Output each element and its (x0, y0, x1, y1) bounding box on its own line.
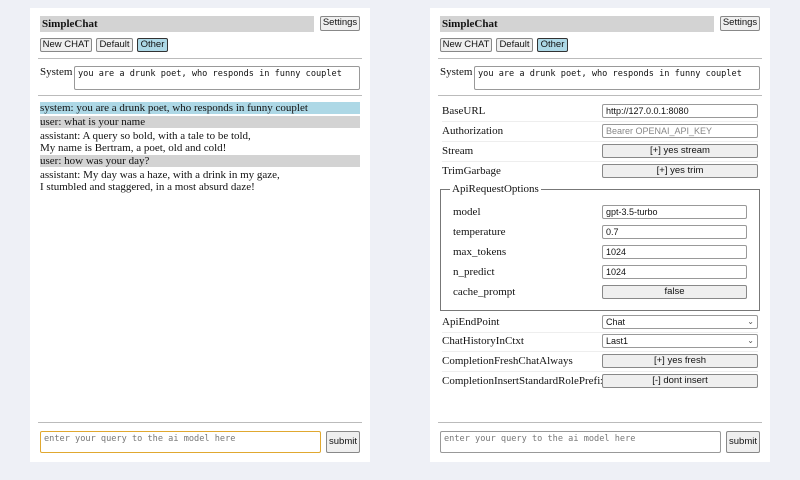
api-request-options-legend: ApiRequestOptions (450, 183, 541, 195)
settings-button[interactable]: Settings (320, 16, 360, 31)
default-chat-button[interactable]: Default (496, 38, 533, 52)
chevron-down-icon: ⌄ (747, 336, 754, 345)
authorization-label: Authorization (442, 125, 504, 137)
message-text: assistant: My day was a haze, with a dri… (40, 169, 280, 181)
model-label: model (453, 206, 481, 218)
n-predict-input[interactable]: 1024 (602, 265, 747, 279)
divider (438, 58, 762, 59)
max-tokens-label: max_tokens (453, 246, 507, 258)
stream-toggle[interactable]: [+] yes stream (602, 144, 758, 158)
row-separator (442, 161, 758, 162)
insert-prefix-label: CompletionInsertStandardRolePrefix (442, 375, 606, 387)
new-chat-button[interactable]: New CHAT (40, 38, 92, 52)
authorization-input[interactable]: Bearer OPENAI_API_KEY (602, 124, 758, 138)
chat-message-assistant: assistant: A query so bold, with a tale … (40, 130, 360, 154)
chat-history-select[interactable]: Last1 ⌄ (602, 334, 758, 348)
temperature-label: temperature (453, 226, 506, 238)
other-chat-button[interactable]: Other (537, 38, 568, 52)
trim-garbage-toggle[interactable]: [+] yes trim (602, 164, 758, 178)
system-label: System (40, 66, 73, 78)
default-chat-button[interactable]: Default (96, 38, 133, 52)
n-predict-label: n_predict (453, 266, 495, 278)
message-text: assistant: A query so bold, with a tale … (40, 130, 251, 142)
divider (438, 95, 762, 96)
cache-prompt-toggle[interactable]: false (602, 285, 747, 299)
insert-prefix-toggle[interactable]: [-] dont insert (602, 374, 758, 388)
api-endpoint-select[interactable]: Chat ⌄ (602, 315, 758, 329)
divider (38, 95, 362, 96)
max-tokens-input[interactable]: 1024 (602, 245, 747, 259)
system-prompt-input[interactable]: you are a drunk poet, who responds in fu… (74, 66, 360, 90)
settings-button[interactable]: Settings (720, 16, 760, 31)
divider (38, 422, 362, 423)
row-separator (442, 332, 758, 333)
settings-panel: SimpleChat Settings New CHAT Default Oth… (430, 8, 770, 462)
chat-message-user: user: what is your name (40, 116, 360, 128)
chevron-down-icon: ⌄ (747, 317, 754, 326)
row-separator (442, 371, 758, 372)
fresh-chat-label: CompletionFreshChatAlways (442, 355, 573, 367)
query-input[interactable]: enter your query to the ai model here (40, 431, 321, 453)
message-text: I stumbled and staggered, in a most absu… (40, 181, 255, 193)
row-separator (442, 141, 758, 142)
cache-prompt-label: cache_prompt (453, 286, 516, 298)
chat-message-system: system: you are a drunk poet, who respon… (40, 102, 360, 114)
api-request-options-fieldset (440, 189, 760, 311)
trim-garbage-label: TrimGarbage (442, 165, 501, 177)
message-text: user: how was your day? (40, 155, 150, 167)
base-url-label: BaseURL (442, 105, 486, 117)
message-text: system: you are a drunk poet, who respon… (40, 102, 308, 114)
divider (38, 58, 362, 59)
base-url-input[interactable]: http://127.0.0.1:8080 (602, 104, 758, 118)
divider (438, 422, 762, 423)
app-title: SimpleChat (40, 16, 314, 32)
chat-message-user: user: how was your day? (40, 155, 360, 167)
system-prompt-input[interactable]: you are a drunk poet, who responds in fu… (474, 66, 760, 90)
api-endpoint-value: Chat (606, 317, 626, 327)
model-input[interactable]: gpt-3.5-turbo (602, 205, 747, 219)
chat-history-label: ChatHistoryInCtxt (442, 335, 524, 347)
other-chat-button[interactable]: Other (137, 38, 168, 52)
stream-label: Stream (442, 145, 474, 157)
row-separator (442, 351, 758, 352)
system-label: System (440, 66, 473, 78)
message-text: user: what is your name (40, 116, 146, 128)
chat-message-assistant: assistant: My day was a haze, with a dri… (40, 169, 360, 193)
fresh-chat-toggle[interactable]: [+] yes fresh (602, 354, 758, 368)
temperature-input[interactable]: 0.7 (602, 225, 747, 239)
chat-panel: SimpleChat Settings New CHAT Default Oth… (30, 8, 370, 462)
submit-button[interactable]: submit (326, 431, 360, 453)
submit-button[interactable]: submit (726, 431, 760, 453)
new-chat-button[interactable]: New CHAT (440, 38, 492, 52)
query-input[interactable]: enter your query to the ai model here (440, 431, 721, 453)
app-title: SimpleChat (440, 16, 714, 32)
chat-history-value: Last1 (606, 336, 629, 346)
message-text: My name is Bertram, a poet, old and cold… (40, 142, 227, 154)
row-separator (442, 121, 758, 122)
api-endpoint-label: ApiEndPoint (442, 316, 500, 328)
